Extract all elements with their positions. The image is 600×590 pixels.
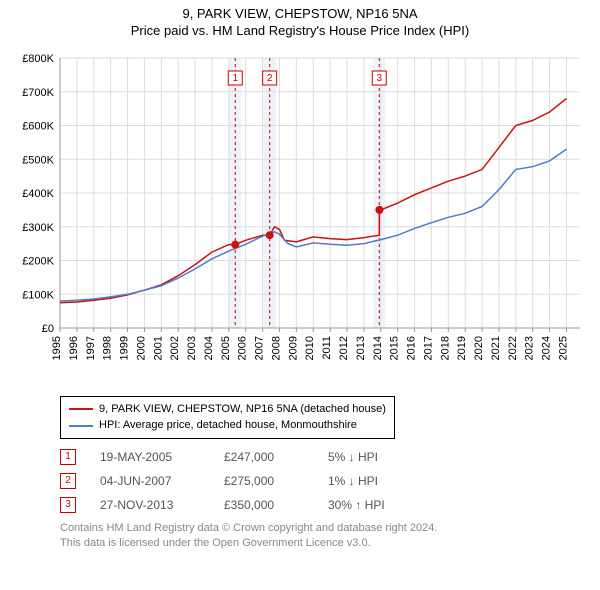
svg-text:1: 1 xyxy=(232,73,238,84)
sale-price: £247,000 xyxy=(224,450,304,464)
svg-text:2003: 2003 xyxy=(186,336,198,360)
svg-text:2000: 2000 xyxy=(135,336,147,360)
sale-date: 27-NOV-2013 xyxy=(100,498,200,512)
chart-plot: £0 £100K £200K £300K £400K £500K £600K £700K £80… xyxy=(10,48,590,388)
sale-pct: 1% ↓ HPI xyxy=(328,474,428,488)
svg-text:2010: 2010 xyxy=(304,336,316,360)
svg-text:2021: 2021 xyxy=(490,336,502,360)
sale-badge: 3 xyxy=(60,497,76,513)
svg-text:1998: 1998 xyxy=(102,336,114,360)
svg-text:2012: 2012 xyxy=(338,336,350,360)
chart-title: 9, PARK VIEW, CHEPSTOW, NP16 5NA xyxy=(10,6,590,23)
svg-text:2008: 2008 xyxy=(270,336,282,360)
sale-badge: 2 xyxy=(60,473,76,489)
svg-text:£300K: £300K xyxy=(22,222,54,234)
svg-text:£600K: £600K xyxy=(22,120,54,132)
legend-label: HPI: Average price, detached house, Monm… xyxy=(99,417,357,434)
svg-text:1996: 1996 xyxy=(68,336,80,360)
sale-pct: 5% ↓ HPI xyxy=(328,450,428,464)
sale-price: £350,000 xyxy=(224,498,304,512)
legend-label: 9, PARK VIEW, CHEPSTOW, NP16 5NA (detach… xyxy=(99,401,386,418)
footer-attribution: Contains HM Land Registry data © Crown c… xyxy=(60,521,590,552)
svg-text:2017: 2017 xyxy=(422,336,434,360)
svg-text:£500K: £500K xyxy=(22,154,54,166)
footer-line-1: Contains HM Land Registry data © Crown c… xyxy=(60,521,590,536)
svg-text:2011: 2011 xyxy=(321,336,333,360)
svg-text:2019: 2019 xyxy=(456,336,468,360)
svg-text:2015: 2015 xyxy=(389,336,401,360)
svg-text:2001: 2001 xyxy=(152,336,164,360)
sale-pct: 30% ↑ HPI xyxy=(328,498,428,512)
svg-text:2023: 2023 xyxy=(524,336,536,360)
svg-text:£200K: £200K xyxy=(22,255,54,267)
sale-date: 04-JUN-2007 xyxy=(100,474,200,488)
svg-text:1995: 1995 xyxy=(51,336,63,360)
svg-text:1999: 1999 xyxy=(119,336,131,360)
legend-swatch xyxy=(69,425,93,427)
sale-row: 1 19-MAY-2005 £247,000 5% ↓ HPI xyxy=(60,449,590,465)
sale-date: 19-MAY-2005 xyxy=(100,450,200,464)
legend: 9, PARK VIEW, CHEPSTOW, NP16 5NA (detach… xyxy=(60,396,395,439)
svg-text:1997: 1997 xyxy=(85,336,97,360)
sale-price: £275,000 xyxy=(224,474,304,488)
svg-text:2020: 2020 xyxy=(473,336,485,360)
sale-row: 3 27-NOV-2013 £350,000 30% ↑ HPI xyxy=(60,497,590,513)
svg-text:2013: 2013 xyxy=(355,336,367,360)
svg-text:£100K: £100K xyxy=(22,289,54,301)
legend-item: 9, PARK VIEW, CHEPSTOW, NP16 5NA (detach… xyxy=(69,401,386,418)
svg-text:3: 3 xyxy=(376,73,382,84)
svg-text:2018: 2018 xyxy=(439,336,451,360)
chart-container: 9, PARK VIEW, CHEPSTOW, NP16 5NA Price p… xyxy=(0,0,600,558)
svg-text:2009: 2009 xyxy=(287,336,299,360)
legend-swatch xyxy=(69,408,93,410)
svg-text:2025: 2025 xyxy=(557,336,569,360)
sale-row: 2 04-JUN-2007 £275,000 1% ↓ HPI xyxy=(60,473,590,489)
svg-text:£400K: £400K xyxy=(22,188,54,200)
svg-text:2014: 2014 xyxy=(372,336,384,360)
svg-text:£0: £0 xyxy=(42,323,54,335)
sale-badge: 1 xyxy=(60,449,76,465)
svg-text:£800K: £800K xyxy=(22,53,54,65)
svg-text:2007: 2007 xyxy=(254,336,266,360)
svg-text:£700K: £700K xyxy=(22,87,54,99)
svg-text:2004: 2004 xyxy=(203,336,215,360)
svg-text:2016: 2016 xyxy=(406,336,418,360)
svg-text:2002: 2002 xyxy=(169,336,181,360)
footer-line-2: This data is licensed under the Open Gov… xyxy=(60,536,590,551)
svg-text:2006: 2006 xyxy=(237,336,249,360)
legend-item: HPI: Average price, detached house, Monm… xyxy=(69,417,386,434)
chart-subtitle: Price paid vs. HM Land Registry's House … xyxy=(10,23,590,40)
svg-text:2005: 2005 xyxy=(220,336,232,360)
svg-text:2024: 2024 xyxy=(541,336,553,360)
sale-events: 1 19-MAY-2005 £247,000 5% ↓ HPI 2 04-JUN-2007… xyxy=(60,449,590,513)
svg-text:2: 2 xyxy=(267,73,273,84)
svg-text:2022: 2022 xyxy=(507,336,519,360)
